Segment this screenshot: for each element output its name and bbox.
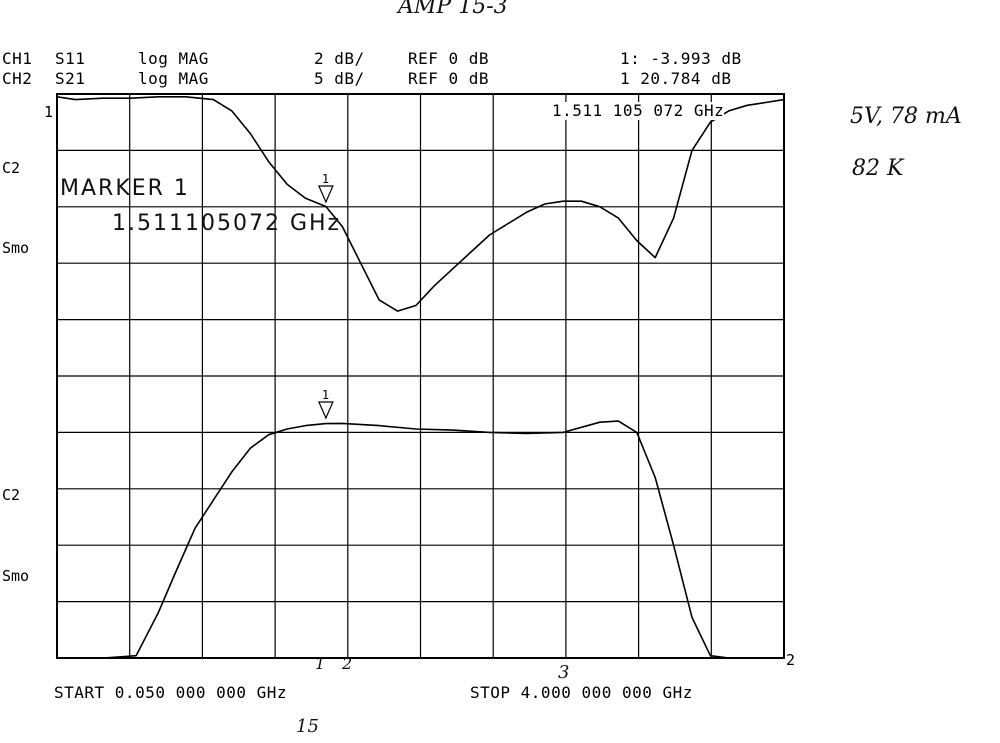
bottom-c2-label: C2	[2, 486, 21, 504]
bias-note: 5V, 78 mA	[850, 104, 962, 129]
marker-triangle-1	[317, 185, 334, 204]
bottom-smo-label: Smo	[2, 567, 30, 585]
marker-box-label: MARKER 1	[60, 176, 190, 201]
chart-markers: 11	[317, 172, 334, 420]
temperature-note: 82 K	[852, 156, 904, 181]
marker-number-1: 1	[322, 172, 329, 186]
stop-frequency: STOP 4.000 000 000 GHz	[470, 683, 693, 702]
trace-s11	[56, 96, 785, 312]
axis-mark-1: 1	[315, 654, 326, 673]
ch2-format: log MAG	[138, 69, 209, 88]
ch1-name: CH1	[2, 49, 33, 68]
ch2-param: S21	[55, 69, 86, 88]
marker-frequency-readout: 1.511 105 072 GHz	[552, 101, 725, 120]
ch2-marker-value: 1 20.784 dB	[620, 69, 732, 88]
ch1-scale: 2 dB/	[314, 49, 365, 68]
top-ref-position: 1	[44, 103, 54, 121]
axis-mark-3: 3	[558, 662, 570, 683]
ch2-ref: REF 0 dB	[408, 69, 490, 88]
marker-triangle-2	[317, 401, 334, 420]
ch1-ref: REF 0 dB	[408, 49, 490, 68]
trace-s21	[57, 420, 784, 659]
handwritten-title: AMP 15-3	[398, 0, 508, 19]
top-smo-label: Smo	[2, 239, 30, 257]
ch1-param: S11	[55, 49, 86, 68]
ch1-format: log MAG	[138, 49, 209, 68]
start-frequency: START 0.050 000 000 GHz	[54, 683, 288, 702]
chart-grid	[56, 93, 785, 659]
marker-number-2: 1	[322, 388, 329, 402]
chart-traces	[56, 96, 785, 659]
bottom-note: 15	[296, 716, 319, 737]
ch2-name: CH2	[2, 69, 33, 88]
top-c2-label: C2	[2, 159, 21, 177]
ch1-marker-value: 1: -3.993 dB	[620, 49, 742, 68]
marker-box-frequency: 1.511105072 GHz	[112, 211, 342, 236]
axis-mark-2: 2	[342, 654, 353, 673]
bottom-ref-position: 2	[786, 651, 796, 669]
ch2-scale: 5 dB/	[314, 69, 365, 88]
